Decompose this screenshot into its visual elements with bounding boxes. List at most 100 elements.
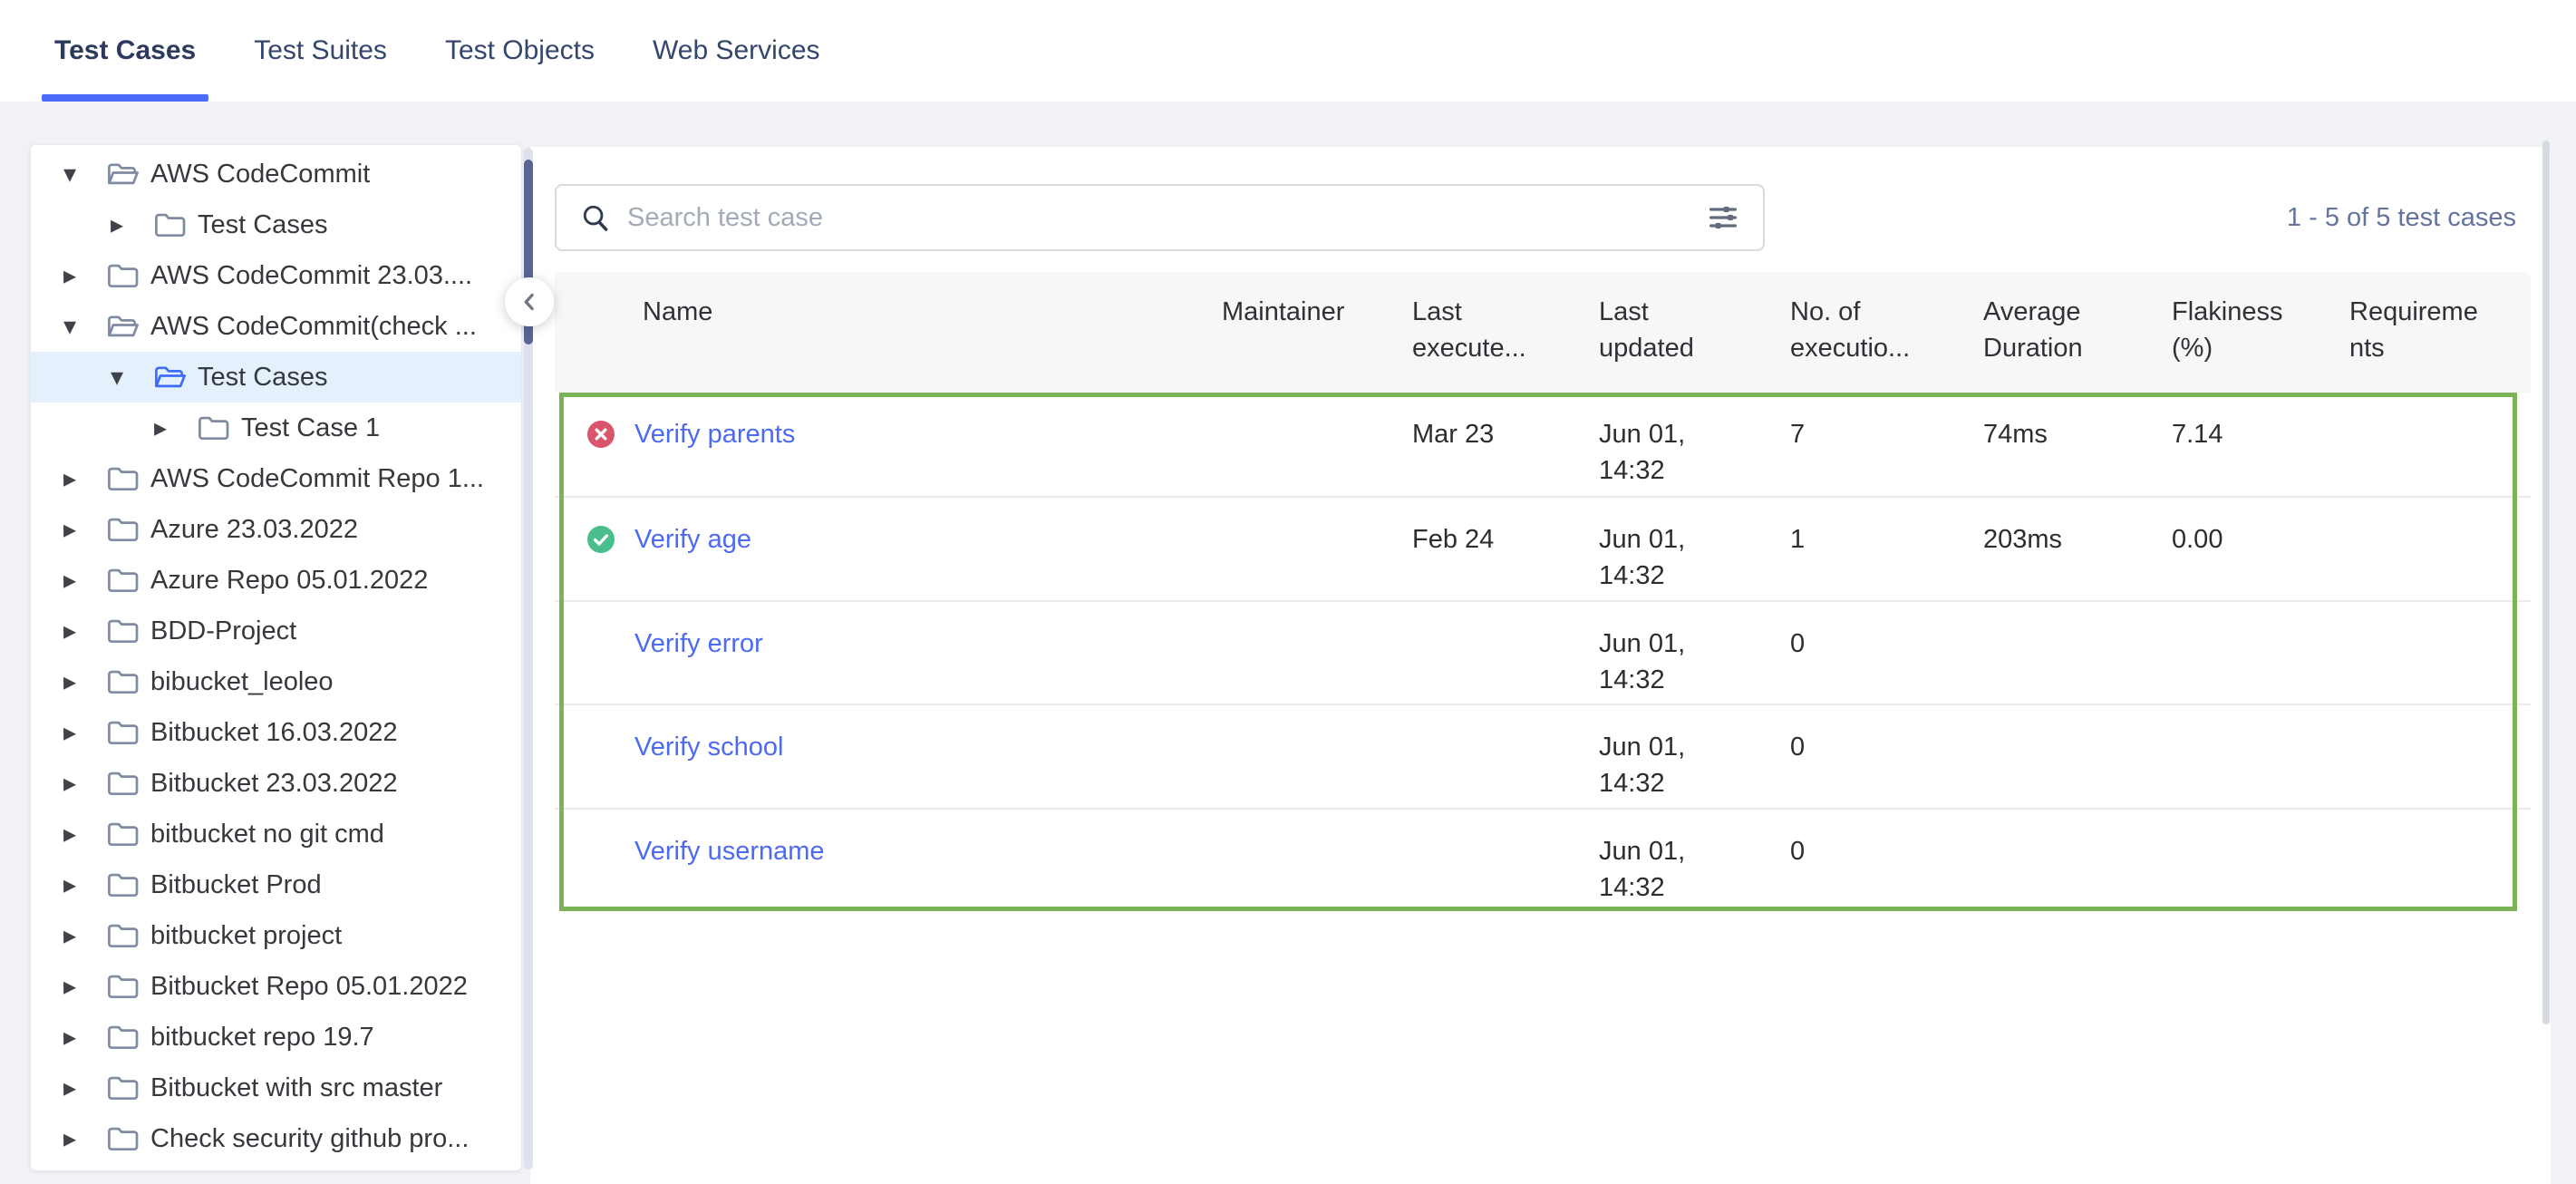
tree-item-bitbucket-no-git-cmd[interactable]: ▸ bitbucket no git cmd: [31, 809, 521, 859]
tree-item-bitbucket-23-03-2022[interactable]: ▸ Bitbucket 23.03.2022: [31, 758, 521, 809]
folder-closed-icon: [154, 211, 198, 238]
table-row-verify-parents[interactable]: Verify parents Mar 23 Jun 01, 14:32 7 74ms 7.…: [555, 393, 2531, 497]
name-cell: Verify parents: [555, 416, 1222, 496]
tree-item-test-cases[interactable]: ▸ Test Cases: [31, 199, 521, 250]
tree-item-bdd-project[interactable]: ▸ BDD-Project: [31, 606, 521, 656]
column-header-label: Flakiness (%): [2172, 297, 2283, 363]
test-case-link[interactable]: Verify username: [634, 836, 825, 866]
folder-closed-icon: [107, 719, 150, 746]
column-header-label: Last execute...: [1412, 297, 1526, 363]
folder-closed-icon: [107, 770, 150, 797]
caret-right-icon[interactable]: ▸: [63, 1124, 77, 1152]
tree-item-bitbucket-project[interactable]: ▸ bitbucket project: [31, 910, 521, 961]
folder-closed-icon: [198, 414, 241, 442]
column-header-last-updated[interactable]: Last updated: [1599, 294, 1790, 393]
last-executed-value: Feb 24: [1412, 525, 1495, 555]
caret-right-icon[interactable]: ▸: [63, 616, 77, 645]
tree-item-aws-codecommit-check[interactable]: ▾ AWS CodeCommit(check ...: [31, 301, 521, 352]
tree-item-aws-codecommit-23-03[interactable]: ▸ AWS CodeCommit 23.03....: [31, 250, 521, 301]
search-input[interactable]: [627, 202, 1707, 233]
tree-item-bitbucket-repo-05-01-2022[interactable]: ▸ Bitbucket Repo 05.01.2022: [31, 961, 521, 1012]
tree-item-azure-repo-05-01-2022[interactable]: ▸ Azure Repo 05.01.2022: [31, 555, 521, 606]
caret-right-icon[interactable]: ▸: [63, 769, 77, 797]
tree-item-aws-codecommit-repo-1[interactable]: ▸ AWS CodeCommit Repo 1...: [31, 453, 521, 504]
caret-right-icon[interactable]: ▸: [63, 464, 77, 492]
table-row-verify-error[interactable]: Verify error Jun 01, 14:32 0: [555, 599, 2531, 704]
tab-test-objects[interactable]: Test Objects: [444, 35, 595, 65]
tab-web-services[interactable]: Web Services: [653, 35, 820, 65]
table-row-verify-school[interactable]: Verify school Jun 01, 14:32 0: [555, 704, 2531, 808]
caret-right-icon[interactable]: ▸: [63, 870, 77, 898]
test-case-link[interactable]: Verify parents: [634, 420, 796, 449]
caret-right-icon[interactable]: ▸: [63, 718, 77, 746]
caret-right-icon[interactable]: ▸: [63, 972, 77, 1000]
executions-cell: 0: [1790, 833, 1983, 911]
sidebar-collapse-button[interactable]: [505, 277, 554, 326]
tree-item-label: Bitbucket 16.03.2022: [150, 717, 398, 747]
flakiness-cell: 7.14: [2172, 416, 2349, 496]
tree-item-bitbucket-16-03-2022[interactable]: ▸ Bitbucket 16.03.2022: [31, 707, 521, 758]
column-header-requirements[interactable]: Requirements: [2349, 294, 2531, 393]
sidebar-scrollbar-thumb[interactable]: [524, 160, 533, 345]
caret-right-icon[interactable]: ▸: [154, 413, 168, 442]
column-header-label: Average Duration: [1983, 297, 2083, 363]
folder-closed-icon: [107, 1125, 150, 1152]
last-updated-cell: Jun 01, 14:32: [1599, 416, 1790, 496]
caret-right-icon[interactable]: ▸: [63, 820, 77, 848]
tree-item-aws-codecommit[interactable]: ▾ AWS CodeCommit: [31, 149, 521, 199]
column-header-name[interactable]: Name: [555, 294, 1222, 393]
caret-right-icon[interactable]: ▸: [63, 921, 77, 949]
test-case-link[interactable]: Verify age: [634, 525, 751, 555]
caret-right-icon[interactable]: ▸: [63, 1023, 77, 1051]
filter-button[interactable]: [1707, 201, 1739, 234]
last-updated-value: Jun 01, 14:32: [1599, 525, 1686, 591]
tree-item-azure-23-03-2022[interactable]: ▸ Azure 23.03.2022: [31, 504, 521, 555]
page-scrollbar-thumb[interactable]: [2542, 141, 2550, 1024]
tree-item-bibucket-leoleo[interactable]: ▸ bibucket_leoleo: [31, 656, 521, 707]
folder-closed-icon: [107, 820, 150, 848]
table-row-verify-username[interactable]: Verify username Jun 01, 14:32 0: [555, 807, 2531, 911]
tab-test-suites[interactable]: Test Suites: [254, 35, 387, 65]
caret-down-icon[interactable]: ▾: [63, 312, 77, 340]
caret-right-icon[interactable]: ▸: [63, 261, 77, 289]
caret-down-icon[interactable]: ▾: [111, 363, 124, 391]
column-header-last-execute[interactable]: Last execute...: [1412, 294, 1599, 393]
caret-right-icon[interactable]: ▸: [111, 210, 124, 238]
caret-down-icon[interactable]: ▾: [63, 160, 77, 188]
column-header-no-of-executio[interactable]: No. of executio...: [1790, 294, 1983, 393]
test-case-link[interactable]: Verify error: [634, 628, 763, 658]
caret-right-icon[interactable]: ▸: [63, 667, 77, 695]
test-case-link[interactable]: Verify school: [634, 733, 784, 762]
folder-closed-icon: [107, 973, 150, 1000]
tree-item-test-cases[interactable]: ▾ Test Cases: [31, 352, 521, 403]
executions-value: 7: [1790, 420, 1806, 449]
chevron-left-icon: [516, 288, 543, 315]
status-failed-icon: [587, 421, 615, 448]
flakiness-value: 7.14: [2172, 420, 2223, 449]
tree-item-label: Bitbucket with src master: [150, 1072, 443, 1102]
avg-duration-cell: 74ms: [1983, 416, 2172, 496]
tree-item-bitbucket-repo-19-7[interactable]: ▸ bitbucket repo 19.7: [31, 1012, 521, 1063]
last-updated-cell: Jun 01, 14:32: [1599, 521, 1790, 599]
tree-item-bitbucket-with-src-master[interactable]: ▸ Bitbucket with src master: [31, 1063, 521, 1113]
folder-closed-icon: [107, 668, 150, 695]
search-bar: [555, 184, 1765, 251]
table-body: Verify parents Mar 23 Jun 01, 14:32 7 74ms 7.…: [555, 393, 2531, 911]
tab-test-cases[interactable]: Test Cases: [42, 0, 209, 102]
folder-tree: ▾ AWS CodeCommit ▸ Test Cases ▸ AWS CodeCommi…: [31, 145, 521, 1164]
caret-right-icon[interactable]: ▸: [63, 1073, 77, 1102]
sidebar-scrollbar-track[interactable]: [524, 148, 533, 1169]
caret-right-icon[interactable]: ▸: [63, 566, 77, 594]
tree-item-check-security-github-pro[interactable]: ▸ Check security github pro...: [31, 1113, 521, 1164]
tabs-nav: Test Cases Test Suites Test Objects Web Ser…: [0, 0, 2576, 102]
table-row-verify-age[interactable]: Verify age Feb 24 Jun 01, 14:32 1 203ms 0.00: [555, 496, 2531, 600]
tree-item-bitbucket-prod[interactable]: ▸ Bitbucket Prod: [31, 859, 521, 910]
tree-item-test-case-1[interactable]: ▸ Test Case 1: [31, 403, 521, 453]
column-header-maintainer[interactable]: Maintainer: [1222, 294, 1412, 393]
caret-right-icon[interactable]: ▸: [63, 515, 77, 543]
column-header-average-duration[interactable]: Average Duration: [1983, 294, 2172, 393]
test-cases-table: Name Maintainer Last execute... Last update…: [555, 272, 2531, 911]
column-header-label: No. of executio...: [1790, 297, 1911, 363]
column-header-flakiness[interactable]: Flakiness (%): [2172, 294, 2349, 393]
